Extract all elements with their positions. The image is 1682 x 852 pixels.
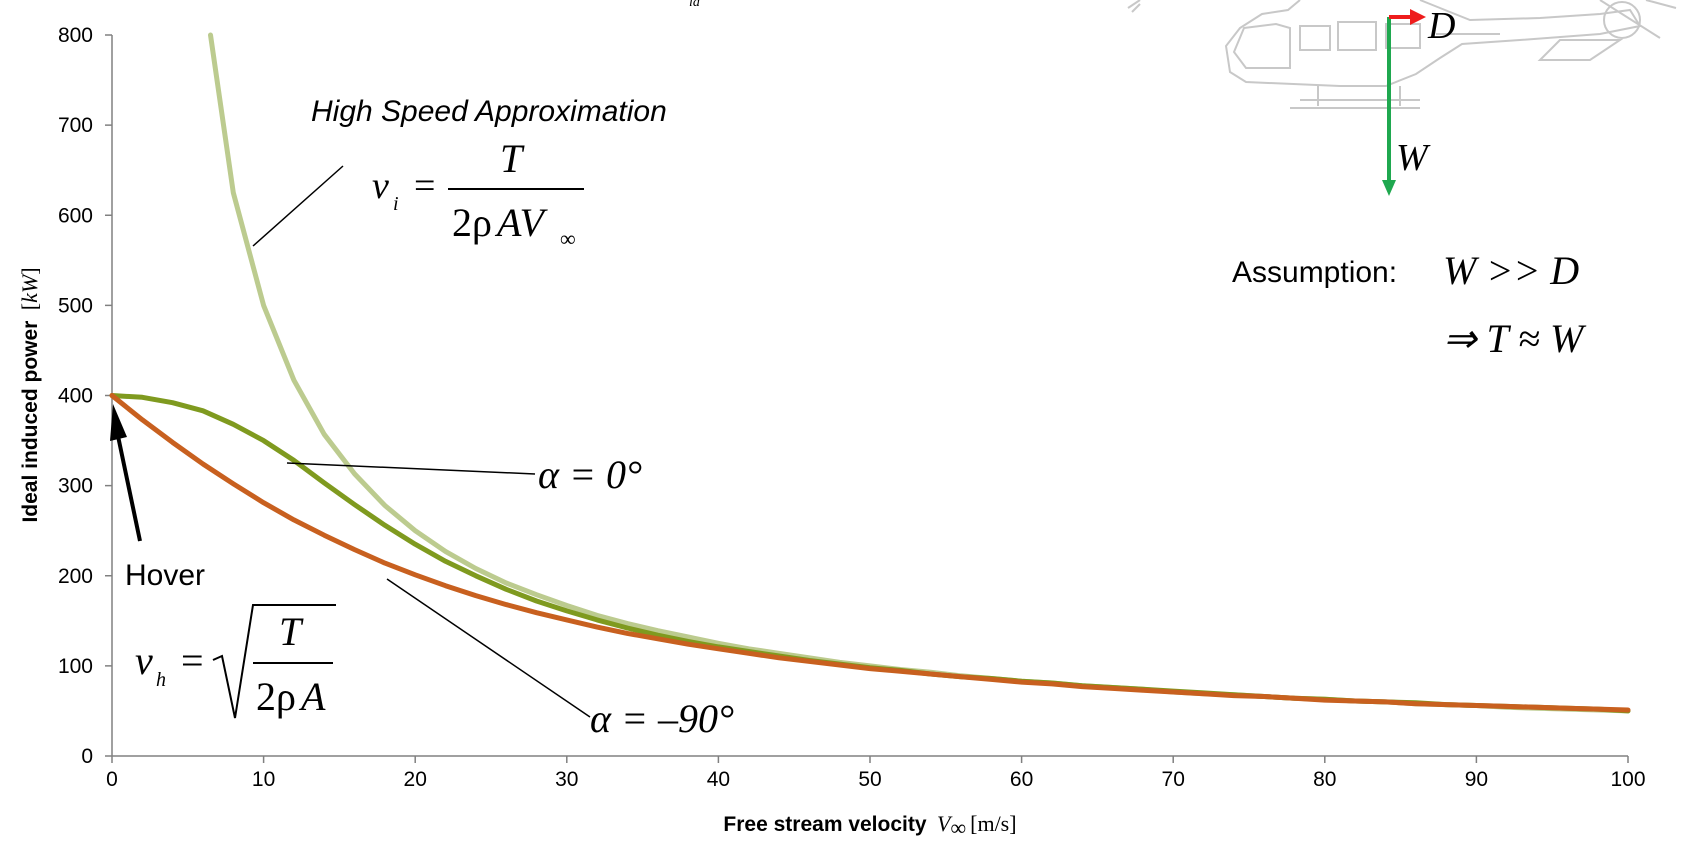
drag-arrow-head [1410,9,1426,25]
x-axis-symbol: V [937,811,953,836]
drag-label: D [1427,5,1455,47]
hs-eq-equals: = [414,165,435,207]
y-ticks: 0 100 200 300 400 500 600 700 800 [58,24,112,768]
hs-eq-numerator: T [500,136,525,181]
high-speed-equation: v i = T 2ρ AV ∞ [372,136,584,251]
high-speed-label: High Speed Approximation [311,95,667,128]
x-axis-symbol-sub: ∞ [950,815,966,840]
y-axis-title-text: Ideal induced power [19,321,42,523]
hs-eq-denominator-a: 2ρ [452,200,492,245]
hs-eq-lhs: v [372,165,389,207]
helicopter-sketch [1127,0,1677,109]
hover-arrow [110,404,142,542]
hover-eq-denominator-b: A [298,674,326,719]
alpha90-leader [386,578,591,718]
x-axis-title: Free stream velocity V∞ [m/s] [723,811,1016,840]
hover-label: Hover [125,559,205,592]
y-tick-label: 100 [58,655,93,678]
weight-arrow-head [1382,180,1396,196]
hover-equation: v h = T 2ρ A [135,604,336,719]
y-tick-label: 700 [58,114,93,137]
x-tick-label: 40 [707,768,730,791]
x-tick-label: 70 [1162,768,1185,791]
x-tick-label: 10 [252,768,275,791]
x-tick-label: 0 [106,768,118,791]
leader-lines [252,165,591,718]
hs-eq-lhs-sub: i [393,193,399,215]
y-tick-label: 500 [58,294,93,317]
x-ticks: 0 10 20 30 40 50 60 70 80 90 100 [106,756,1646,791]
x-tick-label: 100 [1610,768,1645,791]
high-speed-leader [252,165,344,247]
x-tick-label: 30 [555,768,578,791]
hover-eq-equals: = [181,638,204,683]
y-tick-label: 200 [58,565,93,588]
series-group [109,32,1631,714]
y-axis-unit: kW [17,273,42,303]
y-tick-label: 400 [58,385,93,408]
x-tick-label: 60 [1010,768,1033,791]
alpha90-label: α = –90° [590,696,734,741]
hover-arrow-head [110,404,127,441]
x-axis-unit: [m/s] [970,811,1016,836]
series-line-3 [109,393,1631,713]
hover-eq-denominator-a: 2ρ [256,674,296,719]
assumption-eq-1: W >> D [1443,248,1579,293]
hs-eq-denominator-b: AV [494,200,548,245]
top-fragment-text: id [689,0,701,10]
weight-label: W [1396,137,1431,179]
hover-eq-radical [212,604,336,719]
y-axis-title: Ideal induced power [kW] [17,267,42,522]
assumption-label: Assumption: [1232,256,1397,289]
assumption-eq-2: ⇒ T ≈ W [1443,316,1587,361]
alpha0-leader [286,462,536,475]
x-tick-label: 80 [1313,768,1336,791]
x-tick-label: 50 [858,768,881,791]
hover-eq-lhs: v [135,638,153,683]
hover-eq-numerator: T [279,609,304,654]
alpha0-label: α = 0° [538,452,642,497]
hover-arrow-shaft [116,435,142,542]
hs-eq-denominator-sub: ∞ [560,226,576,251]
x-axis-title-text: Free stream velocity [723,813,926,836]
y-tick-label: 800 [58,24,93,47]
y-axis-unit-open: [ [17,303,42,310]
y-tick-label: 300 [58,475,93,498]
hover-eq-lhs-sub: h [156,669,166,691]
y-tick-label: 600 [58,204,93,227]
x-tick-label: 20 [404,768,427,791]
x-tick-label: 90 [1465,768,1488,791]
force-arrows: D W [1382,5,1455,196]
y-tick-label: 0 [81,745,93,768]
y-axis-unit-close: ] [17,267,42,274]
